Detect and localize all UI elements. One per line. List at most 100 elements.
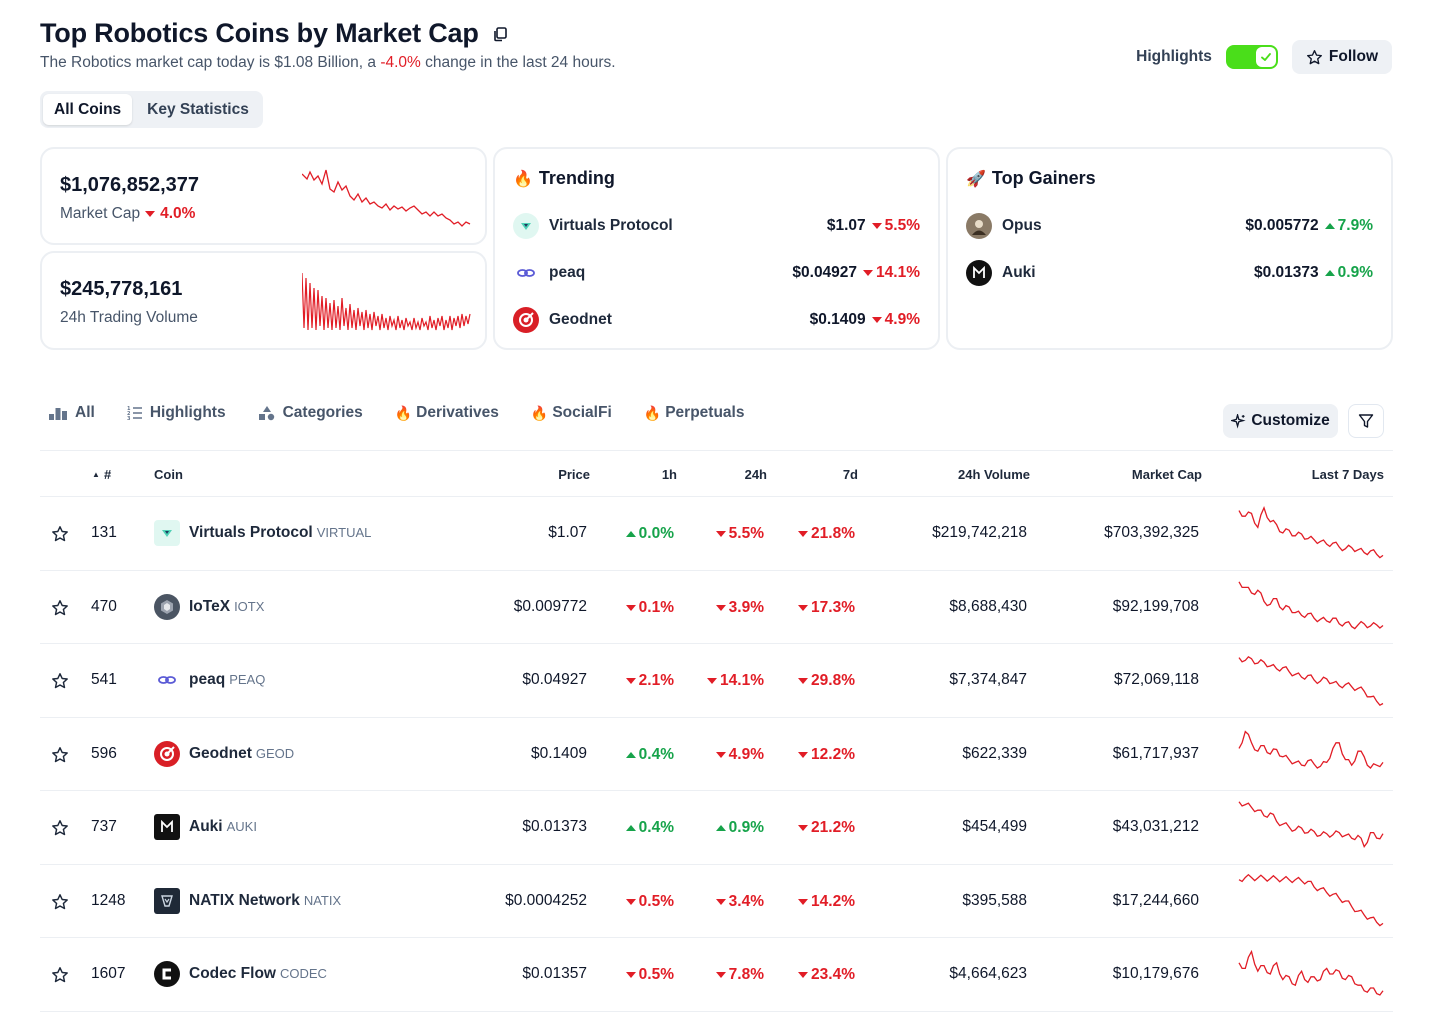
follow-label: Follow (1328, 48, 1378, 65)
market-cap: $17,244,660 (1112, 891, 1199, 909)
volume: $395,588 (962, 891, 1027, 909)
highlights-toggle[interactable] (1225, 45, 1278, 69)
market-cap: $61,717,937 (1112, 744, 1199, 762)
change-24h-cell: 7.8% (715, 965, 764, 984)
fire-icon: 🔥 (394, 404, 413, 421)
table-row[interactable]: 541 peaq PEAQ $0.04927 2.1% 14.1% 29.8% $7,374,… (40, 644, 1393, 718)
market-cap-card[interactable]: $1,076,852,377 Market Cap 4.0% (40, 147, 487, 245)
fire-icon: 🔥 (643, 404, 662, 421)
star-icon[interactable] (51, 893, 69, 916)
star-icon[interactable] (51, 525, 69, 548)
coin-name: IoTeX (189, 597, 231, 615)
change-d7: 17.3% (811, 598, 855, 616)
gainer-item[interactable]: Opus $0.005772 7.9% (966, 211, 1373, 241)
trending-price: $0.04927 (792, 264, 858, 281)
coin-link[interactable]: peaq PEAQ (154, 667, 265, 693)
rank: 1607 (91, 965, 126, 982)
change-7d-cell: 23.4% (798, 965, 855, 984)
coin-symbol: GEOD (255, 745, 295, 761)
header-price[interactable]: Price (558, 467, 590, 482)
table-row[interactable]: 596 Geodnet GEOD $0.1409 0.4% 4.9% 12.2% $622,3… (40, 718, 1393, 791)
down-arrow-icon (863, 270, 874, 276)
coin-link[interactable]: Virtuals Protocol VIRTUAL (154, 520, 371, 546)
header-rank[interactable]: # (104, 467, 112, 482)
customize-button[interactable]: Customize (1223, 404, 1338, 438)
header-last-7-days: Last 7 Days (1311, 467, 1384, 482)
geodnet-icon (154, 740, 180, 767)
trending-name: Virtuals Protocol (549, 217, 673, 234)
change-h1: 0.4% (638, 745, 674, 763)
svg-text:3: 3 (127, 416, 131, 421)
auki-icon (966, 260, 992, 286)
star-icon[interactable] (51, 599, 69, 622)
coin-link[interactable]: Auki AUKI (154, 814, 257, 840)
header-24h-volume[interactable]: 24h Volume (957, 467, 1030, 482)
filter-tab-all[interactable]: All (48, 404, 95, 422)
table-body: 131 Virtuals Protocol VIRTUAL $1.07 0.0% 5.5%… (40, 497, 1393, 1012)
down-arrow-icon (798, 825, 809, 831)
gainers-title: Top Gainers (991, 168, 1096, 188)
table-row[interactable]: 131 Virtuals Protocol VIRTUAL $1.07 0.0% 5.5%… (40, 497, 1393, 571)
change-1h-cell: 0.1% (625, 598, 674, 617)
table-row[interactable]: 470 IoTeX IOTX $0.009772 0.1% 3.9% 17.3% $8,688… (40, 571, 1393, 644)
gainer-name: Auki (1002, 264, 1036, 281)
star-icon[interactable] (51, 746, 69, 769)
change-h1: 2.1% (638, 672, 674, 689)
trending-change: 5.5% (871, 217, 920, 235)
up-arrow-icon (625, 751, 636, 758)
coin-link[interactable]: NATIX Network NATIX (154, 887, 341, 914)
rank: 470 (91, 597, 117, 615)
header-24h[interactable]: 24h (744, 467, 767, 482)
filter-button[interactable] (1348, 404, 1384, 438)
opus-icon (966, 213, 992, 239)
change-7d-cell: 14.2% (798, 892, 855, 911)
down-arrow-icon (715, 751, 726, 758)
trending-title: Trending (538, 168, 615, 188)
change-h1: 0.5% (638, 966, 674, 983)
gainer-change: 7.9% (1324, 217, 1373, 235)
follow-button[interactable]: Follow (1291, 40, 1392, 74)
filter-tab-perpetuals[interactable]: 🔥 Perpetuals (644, 404, 745, 422)
change-24h-cell: 4.9% (715, 745, 764, 764)
header-7d[interactable]: 7d (842, 467, 858, 482)
table-row[interactable]: 1607 Codec Flow CODEC $0.01357 0.5% 7.8% 23.4%… (40, 938, 1393, 1012)
filter-tab-categories[interactable]: Categories (258, 404, 363, 422)
star-icon[interactable] (51, 966, 69, 989)
change-24h-cell: 0.9% (715, 818, 764, 837)
trending-change-value: 5.5% (884, 217, 920, 234)
star-icon[interactable] (51, 672, 69, 695)
header-market-cap[interactable]: Market Cap (1131, 467, 1202, 482)
header-1h[interactable]: 1h (661, 467, 677, 482)
volume-card[interactable]: $245,778,161 24h Trading Volume (40, 251, 487, 350)
down-arrow-icon (625, 898, 636, 905)
market-cap-label-row: Market Cap 4.0% (60, 205, 195, 223)
change-1h-cell: 0.4% (625, 818, 674, 837)
tab-all-coins[interactable]: All Coins (43, 94, 133, 125)
title-row: Top Robotics Coins by Market Cap (40, 18, 509, 49)
rocket-icon: 🚀 (966, 170, 986, 188)
down-arrow-icon (625, 678, 636, 684)
header-coin[interactable]: Coin (154, 467, 183, 482)
gainer-item[interactable]: Auki $0.01373 0.9% (966, 258, 1373, 288)
coin-link[interactable]: Codec Flow CODEC (154, 961, 327, 987)
star-icon[interactable] (51, 819, 69, 842)
coin-link[interactable]: Geodnet GEOD (154, 740, 295, 767)
filter-tab-label: Derivatives (416, 404, 499, 421)
trending-item[interactable]: peaq $0.04927 14.1% (513, 258, 920, 288)
filter-tab-socialfi[interactable]: 🔥 SocialFi (531, 404, 612, 422)
table-row[interactable]: 737 Auki AUKI $0.01373 0.4% 0.9% 21.2% $454,499… (40, 791, 1393, 865)
table-row[interactable]: 1248 NATIX Network NATIX $0.0004252 0.5% 3.4%… (40, 865, 1393, 938)
trending-item[interactable]: Virtuals Protocol $1.07 5.5% (513, 211, 920, 241)
filter-tab-derivatives[interactable]: 🔥 Derivatives (395, 404, 499, 422)
highlights-label: Highlights (1136, 48, 1212, 65)
copy-icon[interactable] (491, 25, 509, 43)
market-cap-value: $1,076,852,377 (60, 174, 200, 196)
rank: 737 (91, 818, 117, 835)
coin-link[interactable]: IoTeX IOTX (154, 593, 264, 620)
change-h24: 4.9% (728, 745, 764, 763)
trending-item[interactable]: Geodnet $0.1409 4.9% (513, 305, 920, 335)
sort-up-icon[interactable]: ▲ (92, 470, 100, 479)
tab-key-statistics[interactable]: Key Statistics (147, 100, 249, 118)
down-arrow-icon (798, 678, 809, 684)
